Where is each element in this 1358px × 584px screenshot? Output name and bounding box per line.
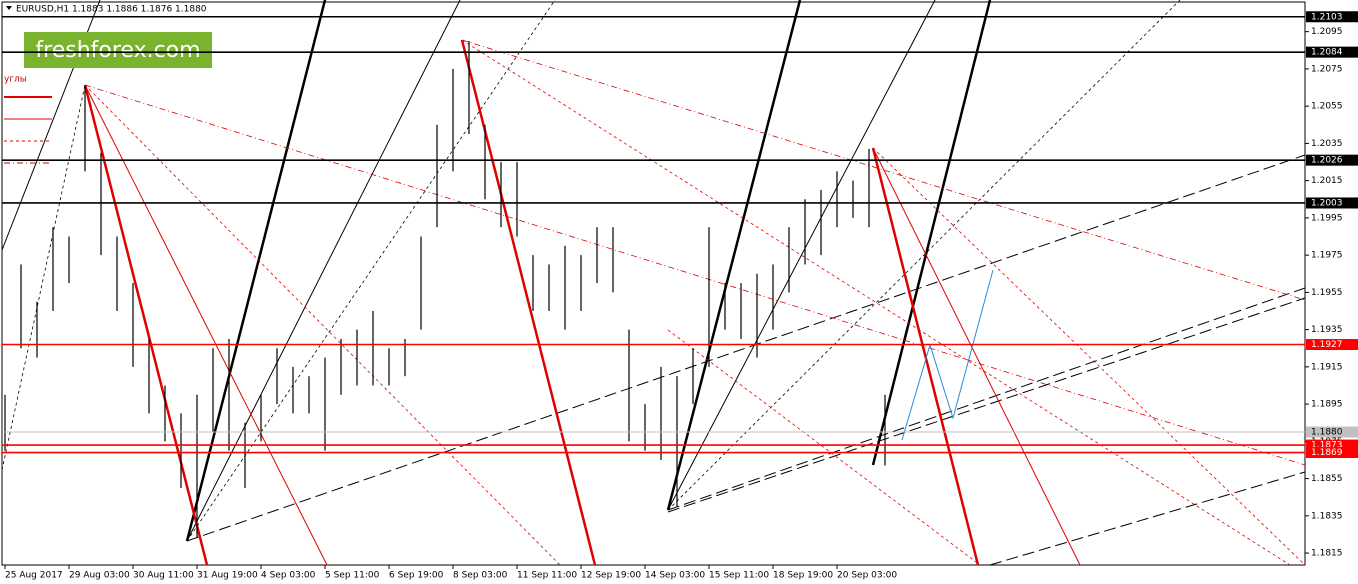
x-tick-label: 18 Sep 19:00 — [773, 571, 833, 581]
analysis-lines — [1, 0, 1306, 566]
x-tick-label: 31 Aug 19:00 — [197, 571, 258, 581]
chart-title: EURUSD,H1 1.1883 1.1886 1.1876 1.1880 — [16, 5, 207, 15]
y-tick-label: 1.2055 — [1311, 102, 1343, 112]
level-label-box — [1306, 46, 1358, 58]
x-tick-label: 29 Aug 03:00 — [69, 571, 130, 581]
x-tick-label: 20 Sep 03:00 — [837, 571, 897, 581]
x-tick-label: 4 Sep 03:00 — [261, 571, 316, 581]
y-tick-label: 1.1995 — [1311, 213, 1343, 223]
x-tick-label: 5 Sep 11:00 — [325, 571, 380, 581]
level-label-box — [1306, 439, 1358, 451]
x-tick-label: 15 Sep 11:00 — [709, 571, 769, 581]
level-label: 1.2103 — [1311, 12, 1343, 22]
level-label: 1.2084 — [1311, 48, 1343, 58]
x-tick-label: 14 Sep 03:00 — [645, 571, 705, 581]
watermark-box — [24, 32, 212, 68]
legend: углы — [4, 75, 52, 164]
y-tick-label: 1.1975 — [1311, 251, 1343, 261]
level-label-box — [1306, 339, 1358, 351]
x-tick-label: 8 Sep 03:00 — [453, 571, 508, 581]
y-tick-label: 1.2075 — [1311, 64, 1343, 74]
watermark: freshforex.com — [35, 38, 200, 63]
x-tick-label: 30 Aug 11:00 — [133, 571, 194, 581]
level-label-box — [1306, 197, 1358, 209]
y-tick-label: 1.1895 — [1311, 400, 1343, 410]
level-label: 1.1927 — [1311, 340, 1343, 350]
menu-arrow[interactable] — [6, 6, 12, 10]
legend-label: углы — [4, 75, 27, 85]
y-tick-label: 1.1955 — [1311, 288, 1343, 298]
level-label-box — [1306, 426, 1358, 438]
x-tick-label: 11 Sep 11:00 — [517, 571, 577, 581]
level-label: 1.2003 — [1311, 198, 1343, 208]
level-label-box — [1306, 11, 1358, 23]
level-label-box — [1306, 154, 1358, 166]
y-tick-label: 1.1935 — [1311, 325, 1343, 335]
y-tick-label: 1.2095 — [1311, 27, 1343, 37]
x-tick-label: 6 Sep 19:00 — [389, 571, 444, 581]
y-tick-label: 1.1915 — [1311, 362, 1343, 372]
level-label: 1.1869 — [1311, 448, 1343, 458]
level-label-box — [1306, 447, 1358, 459]
level-label: 1.1873 — [1311, 441, 1343, 451]
y-tick-label: 1.1835 — [1311, 511, 1343, 521]
level-label: 1.1880 — [1311, 428, 1343, 438]
x-tick-label: 25 Aug 2017 — [5, 571, 63, 581]
x-tick-label: 12 Sep 19:00 — [581, 571, 641, 581]
y-tick-label: 1.1815 — [1311, 549, 1343, 559]
plot-frame — [1, 1, 1306, 566]
level-label: 1.2026 — [1311, 156, 1343, 166]
y-tick-label: 1.2035 — [1311, 139, 1343, 149]
y-tick-label: 1.1855 — [1311, 474, 1343, 484]
y-tick-label: 1.2015 — [1311, 176, 1343, 186]
